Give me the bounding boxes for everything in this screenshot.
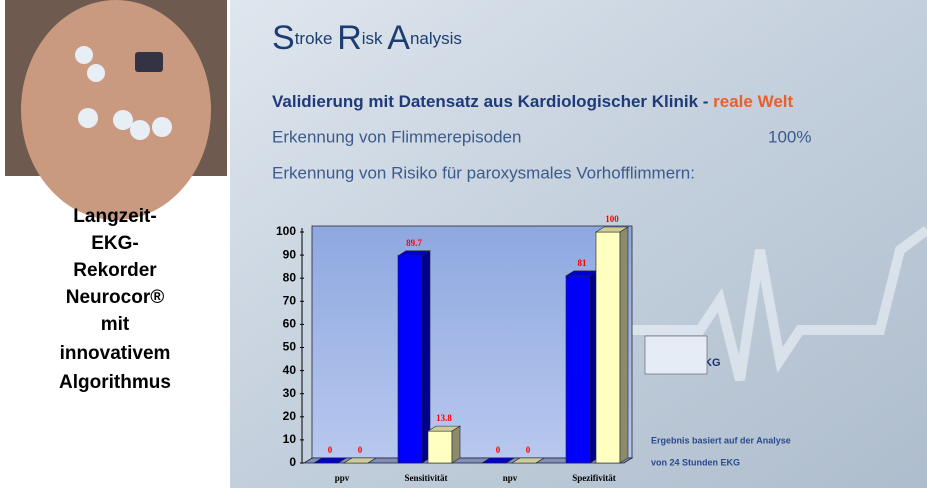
bar <box>398 251 430 463</box>
caption-line: Neurocor® <box>66 287 164 308</box>
value-label: 89.7 <box>406 238 422 248</box>
heading-highlight: reale Welt <box>713 92 793 111</box>
line1-value: 100% <box>768 127 811 146</box>
y-tick-label: 10 <box>283 432 297 446</box>
caption-line: Algorithmus <box>59 372 171 393</box>
bar <box>596 227 628 463</box>
title-part: isk <box>362 29 388 48</box>
bar <box>428 426 460 463</box>
bar-front <box>596 232 620 463</box>
y-tick-label: 70 <box>283 293 297 307</box>
caption-line: innovativem <box>60 343 171 364</box>
value-label: 13.8 <box>436 413 452 423</box>
value-label: 81 <box>578 258 588 268</box>
y-tick-label: 50 <box>283 340 297 354</box>
legend-box <box>645 336 707 374</box>
x-tick-label: Sensitivität <box>404 473 447 483</box>
y-tick-label: 100 <box>276 224 296 238</box>
y-tick-label: 80 <box>283 270 297 284</box>
heading: Validierung mit Datensatz aus Kardiologi… <box>272 92 793 111</box>
note: Ergebnis basiert auf der Analyse <box>651 435 791 445</box>
bar-front <box>398 256 422 463</box>
heading-text: Validierung mit Datensatz aus Kardiologi… <box>272 92 713 111</box>
title-part: S <box>272 19 295 57</box>
value-label: 0 <box>328 445 333 455</box>
y-tick-label: 0 <box>289 455 296 469</box>
bar-front <box>566 276 590 463</box>
y-tick-label: 20 <box>283 409 297 423</box>
line2: Erkennung von Risiko für paroxysmales Vo… <box>272 163 695 182</box>
value-label: 0 <box>496 445 501 455</box>
caption-line: Rekorder <box>73 260 157 281</box>
title-part: troke <box>295 29 338 48</box>
y-tick-label: 30 <box>283 386 297 400</box>
value-label: 0 <box>526 445 531 455</box>
title-part: nalysis <box>410 29 462 48</box>
title-part: R <box>337 19 362 57</box>
value-label: 0 <box>358 445 363 455</box>
y-tick-label: 90 <box>283 247 297 261</box>
value-label: 100 <box>605 214 619 224</box>
line1-label: Erkennung von Flimmerepisoden <box>272 127 521 146</box>
bar-side <box>452 426 460 463</box>
x-tick-label: Spezifivität <box>572 473 616 483</box>
note: von 24 Stunden EKG <box>651 457 740 467</box>
slide: Langzeit- EKG- Rekorder Neurocor® mit innovat… <box>0 0 927 488</box>
title-part: A <box>387 19 410 57</box>
y-tick-label: 40 <box>283 363 297 377</box>
bar-side <box>620 227 628 463</box>
y-tick-label: 60 <box>283 317 297 331</box>
x-tick-label: npv <box>503 473 518 483</box>
caption-line: Langzeit- <box>73 206 156 227</box>
caption-line: mit <box>101 314 130 335</box>
bar <box>566 271 598 463</box>
caption-line: EKG- <box>91 233 139 254</box>
x-tick-label: ppv <box>335 473 350 483</box>
bar-front <box>428 431 452 463</box>
